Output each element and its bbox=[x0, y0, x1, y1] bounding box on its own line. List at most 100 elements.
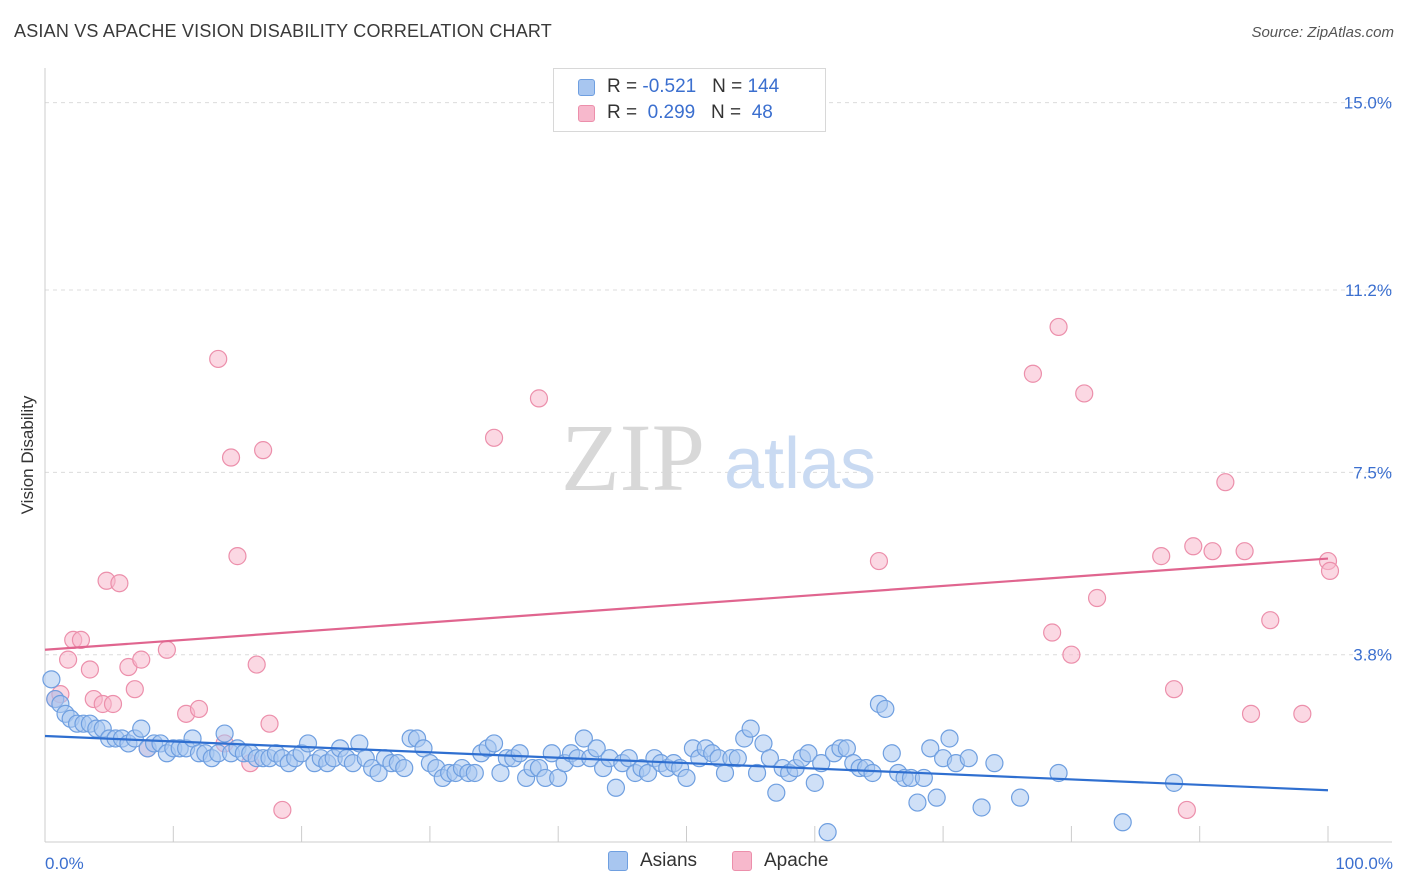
legend-item-asians[interactable]: Asians bbox=[608, 850, 697, 872]
apache-point bbox=[1062, 645, 1081, 664]
apache-point bbox=[1049, 317, 1068, 337]
n-value-apache: 48 bbox=[746, 102, 773, 123]
apache-point bbox=[1164, 680, 1184, 699]
y-tick-label: 15.0% bbox=[1344, 94, 1392, 113]
apache-point bbox=[254, 441, 273, 460]
asians-point bbox=[728, 749, 747, 768]
legend-row-apache: R = 0.299 N = 48 bbox=[578, 101, 773, 125]
asians-point bbox=[767, 783, 786, 802]
apache-point bbox=[228, 547, 247, 566]
asians-point bbox=[606, 778, 626, 797]
apache-point bbox=[221, 448, 241, 467]
apache-point bbox=[1216, 473, 1235, 492]
asians-point bbox=[799, 744, 818, 763]
asians-point bbox=[747, 763, 767, 783]
r-label: R = bbox=[607, 76, 643, 97]
asians-trend-line bbox=[44, 734, 1329, 792]
watermark-zip: ZIP bbox=[561, 404, 705, 511]
apache-point bbox=[1087, 588, 1107, 608]
apache-swatch bbox=[578, 104, 595, 122]
r-value-asians: -0.521 bbox=[642, 76, 697, 97]
apache-point bbox=[157, 640, 176, 659]
apache-point bbox=[58, 650, 78, 669]
asians-point bbox=[1010, 788, 1030, 807]
r-value-apache: 0.299 bbox=[642, 102, 696, 123]
asians-point bbox=[972, 798, 991, 817]
asians-point bbox=[298, 734, 318, 753]
apache-legend-swatch bbox=[732, 851, 752, 871]
apache-point bbox=[529, 389, 549, 408]
legend-label-apache: Apache bbox=[764, 850, 829, 871]
apache-point bbox=[1152, 547, 1171, 566]
asians-point bbox=[42, 670, 61, 689]
asians-point bbox=[805, 773, 824, 792]
asians-point bbox=[876, 699, 895, 719]
grid-lines bbox=[45, 102, 1392, 656]
apache-point bbox=[125, 680, 144, 699]
apache-point bbox=[484, 428, 504, 447]
apache-point bbox=[1177, 800, 1196, 820]
legend-label-asians: Asians bbox=[640, 850, 698, 871]
apache-point bbox=[869, 551, 889, 571]
asians-point bbox=[510, 744, 529, 763]
apache-point bbox=[1075, 384, 1094, 403]
legend-item-apache[interactable]: Apache bbox=[732, 850, 828, 872]
axes bbox=[44, 68, 1392, 843]
asians-point bbox=[395, 758, 414, 778]
apache-point bbox=[1184, 537, 1203, 556]
apache-point bbox=[1261, 611, 1280, 630]
apache-point bbox=[1203, 542, 1222, 561]
apache-point bbox=[260, 714, 279, 733]
asians-point bbox=[215, 724, 234, 743]
asians-point bbox=[484, 734, 504, 753]
apache-point bbox=[1235, 542, 1254, 561]
x-tick-label-max: 100.0% bbox=[1335, 854, 1393, 873]
asians-point bbox=[863, 763, 882, 783]
apache-point bbox=[132, 650, 151, 669]
apache-point bbox=[189, 699, 209, 719]
asians-point bbox=[812, 754, 831, 773]
watermark: ZIP atlas bbox=[561, 404, 876, 511]
asians-point bbox=[741, 719, 760, 738]
asians-point bbox=[132, 719, 151, 738]
y-tick-label: 3.8% bbox=[1353, 646, 1392, 665]
tick-labels: 3.8% 7.5% 11.2% 15.0% 0.0% 100.0% bbox=[45, 94, 1393, 873]
asians-point bbox=[882, 744, 901, 763]
chart-title: ASIAN VS APACHE VISION DISABILITY CORREL… bbox=[14, 21, 553, 41]
apache-trend-line bbox=[44, 557, 1329, 651]
y-tick-label: 7.5% bbox=[1353, 463, 1392, 482]
n-label: N = bbox=[711, 102, 747, 123]
n-value-asians: 144 bbox=[747, 76, 780, 97]
asians-point bbox=[1049, 763, 1068, 783]
asians-point bbox=[1113, 813, 1132, 832]
correlation-legend: R = -0.521 N = 144 R = 0.299 N = 48 bbox=[553, 68, 826, 132]
asians-point bbox=[574, 729, 593, 748]
asians-point bbox=[985, 754, 1004, 773]
apache-point bbox=[1023, 364, 1043, 383]
apache-point bbox=[1043, 623, 1062, 642]
asians-point bbox=[959, 749, 978, 768]
apache-point bbox=[1320, 561, 1340, 581]
source-label: Source: ZipAtlas.com bbox=[1251, 24, 1394, 41]
apache-point bbox=[247, 655, 266, 674]
apache-point bbox=[1293, 704, 1312, 723]
apache-point bbox=[103, 694, 123, 714]
asians-points bbox=[42, 670, 1184, 842]
series-legend: Asians Apache bbox=[0, 850, 1406, 878]
asians-point bbox=[921, 739, 940, 758]
apache-point bbox=[209, 349, 228, 369]
asians-legend-swatch bbox=[608, 851, 628, 871]
legend-row-asians: R = -0.521 N = 144 bbox=[578, 75, 779, 99]
apache-point bbox=[71, 630, 91, 650]
trend-lines bbox=[44, 557, 1329, 792]
watermark-atlas: atlas bbox=[724, 424, 876, 504]
asians-point bbox=[465, 763, 484, 783]
asians-swatch bbox=[578, 78, 595, 96]
y-tick-label: 11.2% bbox=[1345, 281, 1392, 300]
r-label: R = bbox=[607, 102, 643, 123]
asians-point bbox=[818, 823, 837, 842]
apache-point bbox=[110, 574, 129, 593]
apache-point bbox=[273, 800, 292, 820]
n-label: N = bbox=[712, 76, 748, 97]
